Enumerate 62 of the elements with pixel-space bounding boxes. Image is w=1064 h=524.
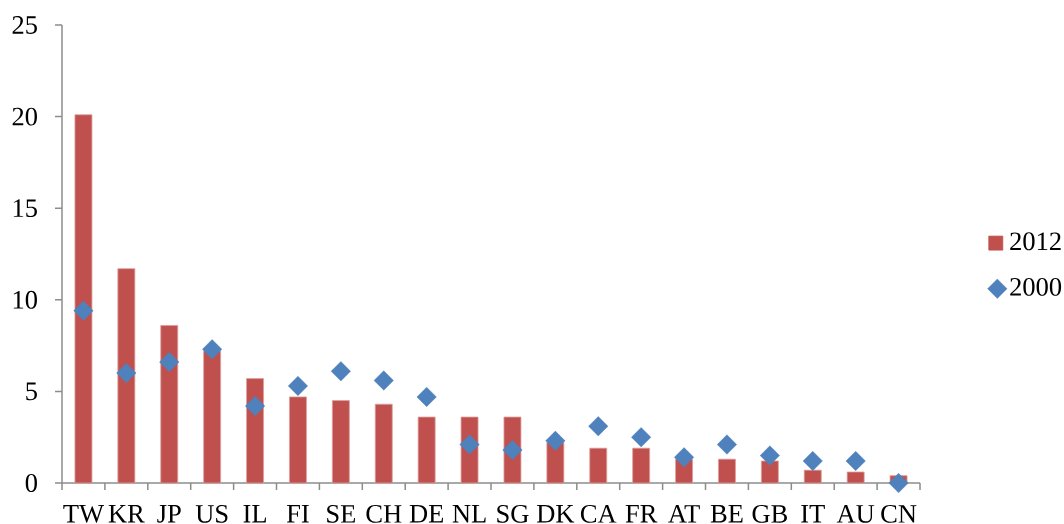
point (631, 427, 652, 448)
bar (846, 471, 865, 484)
x-tick-label: NL (452, 505, 486, 523)
bar (760, 460, 779, 484)
point (330, 361, 351, 382)
bar (74, 114, 93, 484)
x-tick-label: JP (157, 505, 181, 523)
x-tick-label: GB (752, 505, 787, 523)
point (802, 451, 823, 471)
bar (289, 396, 307, 484)
x-tick-label: SG (497, 505, 529, 523)
y-tick-label: 5 (26, 382, 37, 401)
y-tick-label: 10 (13, 290, 37, 309)
point (845, 451, 866, 471)
bar (331, 400, 350, 484)
point (373, 370, 394, 391)
bar (632, 447, 651, 484)
y-tick-label: 0 (25, 474, 37, 492)
x-tick-label: CA (580, 505, 617, 523)
x-tick-label: DK (536, 505, 575, 523)
point (73, 300, 94, 321)
x-tick-label: FR (625, 505, 658, 523)
bar (589, 447, 608, 484)
point (245, 396, 266, 417)
x-tick-label: DE (409, 505, 443, 523)
y-tick-label: 25 (12, 16, 37, 34)
point (416, 386, 437, 407)
point (288, 375, 308, 396)
x-tick-label: IL (243, 505, 266, 523)
point (888, 473, 909, 493)
y-tick-label: 20 (12, 107, 37, 126)
x-tick-label: FI (286, 505, 309, 523)
x-tick-label: IT (801, 505, 825, 523)
point (502, 440, 523, 460)
point (759, 445, 780, 466)
x-tick-label: AU (836, 505, 875, 523)
x-tick-label: KR (108, 505, 145, 523)
point (674, 447, 695, 468)
x-tick-label: TW (63, 505, 105, 523)
x-tick-label: CH (366, 505, 402, 523)
point (545, 430, 566, 451)
bar (374, 403, 393, 484)
legend-label: 2000 (1010, 277, 1062, 296)
point (459, 434, 480, 455)
point (202, 339, 223, 360)
bar (160, 325, 179, 484)
bar (417, 416, 436, 484)
point (159, 352, 180, 373)
x-tick-label: AT (668, 505, 700, 523)
bar (718, 458, 736, 484)
x-tick-label: CN (881, 505, 917, 523)
x-tick-label: BE (710, 505, 743, 523)
bar (803, 469, 822, 484)
x-tick-label: SE (327, 505, 355, 523)
x-tick-label: US (195, 505, 228, 523)
bar (117, 268, 136, 484)
bar (203, 350, 222, 484)
legend-label: 2012 (1010, 232, 1061, 251)
point (116, 363, 137, 384)
point (717, 434, 737, 455)
y-tick-label: 15 (13, 199, 37, 218)
point (588, 416, 609, 437)
